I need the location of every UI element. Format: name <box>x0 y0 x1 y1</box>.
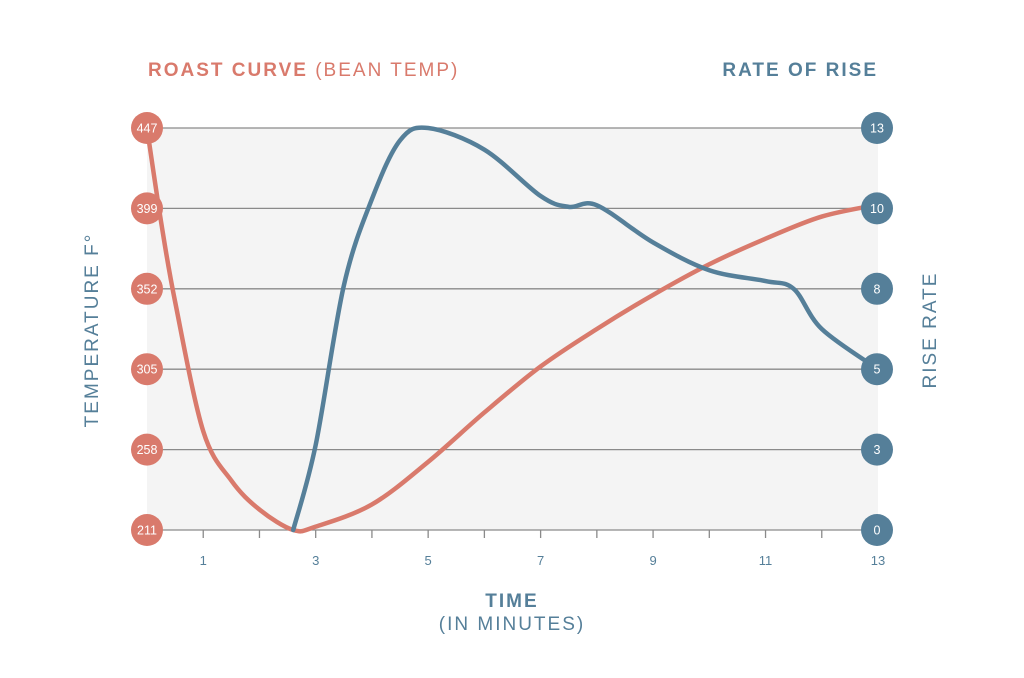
right-chart-title: RATE OF RISE <box>722 60 878 81</box>
rise-rate-line <box>290 125 881 533</box>
x-tick-label: 3 <box>312 553 319 568</box>
y-right-badge <box>861 112 893 144</box>
x-tick-label: 13 <box>871 553 885 568</box>
y-left-tick-label: 305 <box>137 363 158 377</box>
plot-background <box>147 128 878 530</box>
y-left-tick-label: 258 <box>137 443 158 457</box>
x-tick-label: 5 <box>425 553 432 568</box>
x-axis-label: TIME <box>485 591 539 612</box>
y-right-badge <box>861 272 893 305</box>
y-left-badge <box>131 272 163 305</box>
y-left-tick-label: 352 <box>137 282 158 296</box>
x-tick-label: 9 <box>649 553 656 568</box>
x-axis-sublabel: (IN MINUTES) <box>438 614 586 635</box>
left-chart-title: ROAST CURVE (BEAN TEMP) <box>148 60 459 82</box>
x-tick-label: 1 <box>200 553 207 568</box>
y-left-badge <box>131 112 163 144</box>
y-right-tick-label: 10 <box>870 202 884 216</box>
y-right-badge <box>861 514 893 546</box>
y-left-badge <box>131 353 163 386</box>
left-title-bold: ROAST CURVE <box>148 60 308 81</box>
y-right-badge <box>861 192 893 225</box>
temperature-line <box>144 125 881 534</box>
y-left-badge <box>131 514 163 546</box>
x-tick-label: 11 <box>759 553 773 568</box>
x-tick-label: 7 <box>537 553 544 568</box>
y-right-tick-label: 3 <box>874 443 881 457</box>
y-left-tick-label: 399 <box>137 202 158 216</box>
y-left-badge <box>131 433 163 466</box>
y-left-tick-label: 447 <box>137 122 158 136</box>
y-right-tick-label: 13 <box>870 122 884 136</box>
left-title-rest: (BEAN TEMP) <box>315 60 460 81</box>
y-right-tick-label: 5 <box>874 363 881 377</box>
y-left-tick-label: 211 <box>137 524 157 538</box>
y-right-tick-label: 8 <box>874 282 881 296</box>
y-right-badge <box>861 433 893 466</box>
y-right-tick-label: 0 <box>874 524 881 538</box>
y-left-badge <box>131 192 163 225</box>
y-right-badge <box>861 353 893 386</box>
